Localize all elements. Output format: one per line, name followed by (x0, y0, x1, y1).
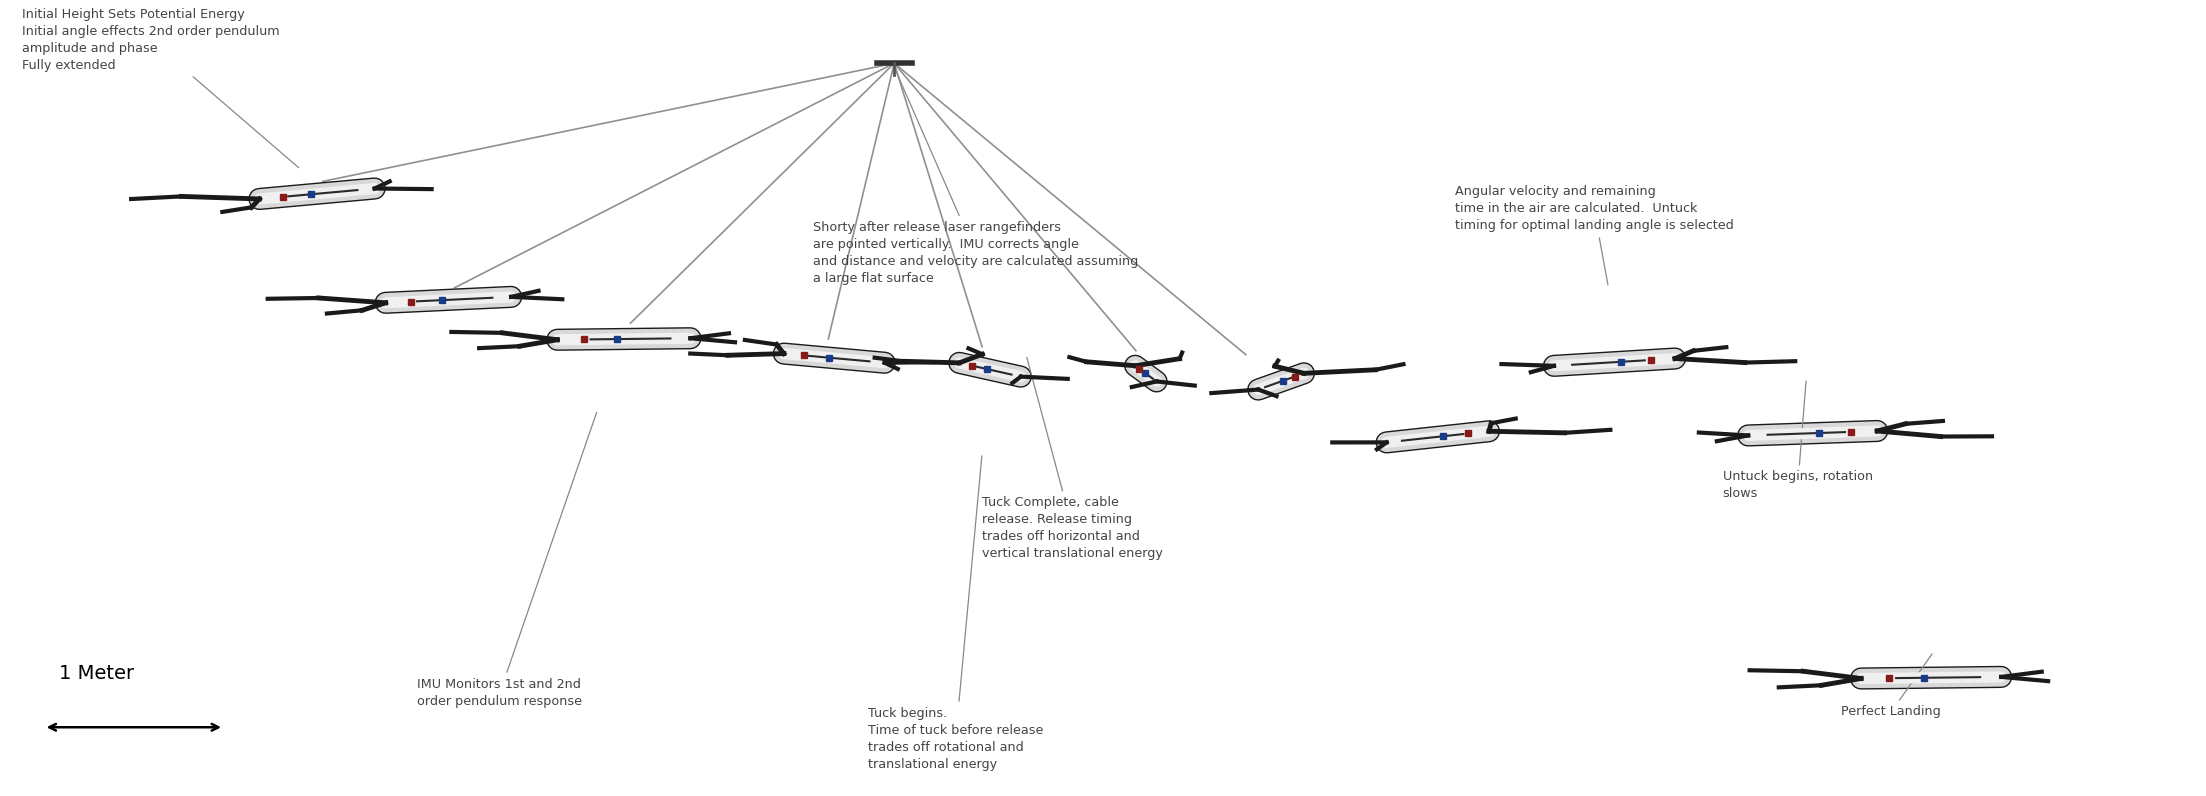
Text: Initial Height Sets Potential Energy
Initial angle effects 2nd order pendulum
am: Initial Height Sets Potential Energy Ini… (22, 8, 298, 168)
Text: Perfect Landing: Perfect Landing (1842, 654, 1941, 718)
Text: Shorty after release laser rangefinders
are pointed vertically.  IMU corrects an: Shorty after release laser rangefinders … (812, 70, 1138, 285)
Text: Tuck Complete, cable
release. Release timing
trades off horizontal and
vertical : Tuck Complete, cable release. Release ti… (982, 357, 1163, 560)
Text: Untuck begins, rotation
slows: Untuck begins, rotation slows (1723, 381, 1873, 501)
Text: Tuck begins.
Time of tuck before release
trades off rotational and
translational: Tuck begins. Time of tuck before release… (867, 456, 1043, 771)
Text: 1 Meter: 1 Meter (60, 664, 135, 683)
Text: Angular velocity and remaining
time in the air are calculated.  Untuck
timing fo: Angular velocity and remaining time in t… (1454, 185, 1734, 285)
Text: IMU Monitors 1st and 2nd
order pendulum response: IMU Monitors 1st and 2nd order pendulum … (417, 412, 596, 708)
